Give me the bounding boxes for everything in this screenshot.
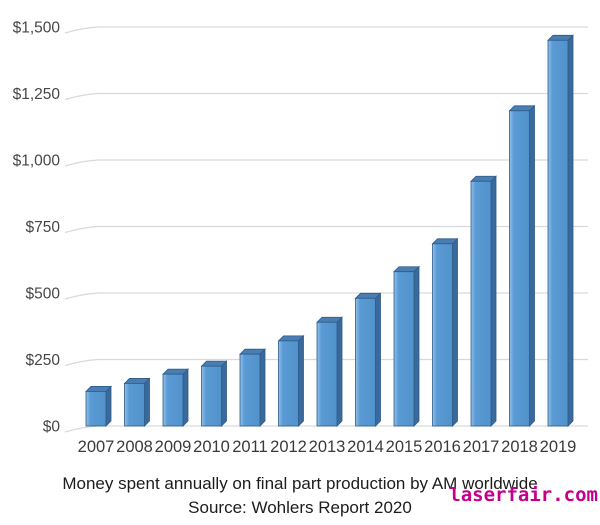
bar-2018: [508, 104, 536, 427]
bar-front-face: [355, 297, 376, 427]
x-axis-tick-label: 2010: [193, 438, 230, 456]
x-axis-tick-label: 2017: [463, 438, 500, 456]
gridline: [64, 26, 588, 34]
bar-top-face: [200, 360, 228, 367]
bar-side-face: [259, 348, 266, 427]
bar-2017: [470, 175, 497, 427]
bar-top-face: [547, 34, 574, 41]
bar-side-face: [144, 377, 150, 427]
bar-front-face: [432, 243, 453, 427]
bar-top-face: [123, 378, 151, 384]
bar-2008: [123, 377, 151, 427]
gridline: [64, 225, 588, 234]
bar-2014: [354, 292, 382, 427]
bar-2016: [431, 237, 459, 427]
bar-top-face: [277, 335, 305, 342]
x-axis-tick-label: 2019: [540, 438, 577, 456]
gridline: [64, 358, 588, 367]
x-axis-tick-label: 2014: [347, 438, 384, 456]
bar-top-face: [508, 105, 536, 112]
bar-top-face: [316, 316, 343, 323]
x-axis-tick-label: 2015: [386, 438, 423, 456]
bar-2011: [239, 348, 266, 427]
gridline: [64, 159, 588, 167]
y-axis-tick-label: $1,500: [13, 20, 61, 37]
bar-top-face: [85, 386, 112, 392]
y-axis-tick-label: $250: [26, 352, 61, 369]
bar-chart-canvas: $0 $250 $500 $750 $1,000 $1,250 $1,500 2007 2008…: [13, 20, 588, 456]
bar-front-face: [162, 373, 184, 427]
bar-front-face: [201, 365, 222, 427]
y-axis-tick-label: $750: [26, 219, 61, 236]
x-axis-tick-label: 2016: [424, 438, 461, 456]
x-axis-tick-label: 2012: [270, 438, 307, 456]
y-axis-tick-label: $0: [43, 419, 61, 436]
bar-front-face: [393, 271, 415, 427]
gridline: [64, 92, 588, 101]
bar-top-face: [431, 238, 459, 245]
bar-side-face: [567, 34, 574, 427]
bar-top-face: [162, 368, 189, 375]
y-axis-tick-label: $1,000: [13, 153, 61, 170]
x-axis-tick-label: 2013: [309, 438, 346, 456]
bar-side-face: [298, 334, 304, 427]
bar-2012: [277, 334, 305, 427]
bar-front-face: [239, 353, 261, 427]
y-axis-tick-label: $1,250: [13, 86, 61, 103]
bar-2010: [200, 360, 228, 427]
chart-source: Source: Wohlers Report 2020: [188, 498, 412, 517]
bar-side-face: [529, 104, 535, 427]
bar-side-face: [413, 265, 420, 427]
gridline: [64, 425, 588, 433]
bar-side-face: [182, 368, 189, 427]
x-axis-tick-label: 2018: [501, 438, 538, 456]
bar-top-face: [470, 175, 497, 182]
bar-side-face: [490, 175, 497, 427]
y-axis-tick-label: $500: [26, 286, 61, 303]
bar-side-face: [452, 237, 458, 427]
bar-side-face: [375, 292, 381, 427]
bar-front-face: [278, 340, 299, 427]
bar-front-face: [85, 391, 107, 427]
bar-2013: [316, 316, 343, 427]
bar-2007: [85, 385, 112, 427]
bar-front-face: [316, 321, 338, 427]
watermark: laserfair.com: [449, 484, 598, 506]
bar-side-face: [336, 316, 343, 427]
bar-side-face: [105, 385, 112, 427]
gridline: [64, 292, 588, 300]
x-axis-tick-label: 2007: [78, 438, 115, 456]
bar-front-face: [124, 383, 145, 427]
bar-front-face: [470, 180, 492, 427]
bar-2009: [162, 368, 189, 427]
bar-top-face: [239, 348, 266, 355]
bar-top-face: [393, 266, 420, 273]
x-axis-tick-label: 2008: [116, 438, 153, 456]
bar-2019: [547, 34, 574, 427]
bar-front-face: [509, 110, 530, 427]
bar-front-face: [547, 39, 569, 427]
x-axis-tick-label: 2011: [232, 438, 267, 456]
chart-title: Money spent annually on final part produ…: [62, 474, 538, 493]
bar-side-face: [221, 360, 227, 427]
x-axis-tick-label: 2009: [155, 438, 192, 456]
bar-2015: [393, 265, 420, 427]
bar-top-face: [354, 292, 382, 299]
